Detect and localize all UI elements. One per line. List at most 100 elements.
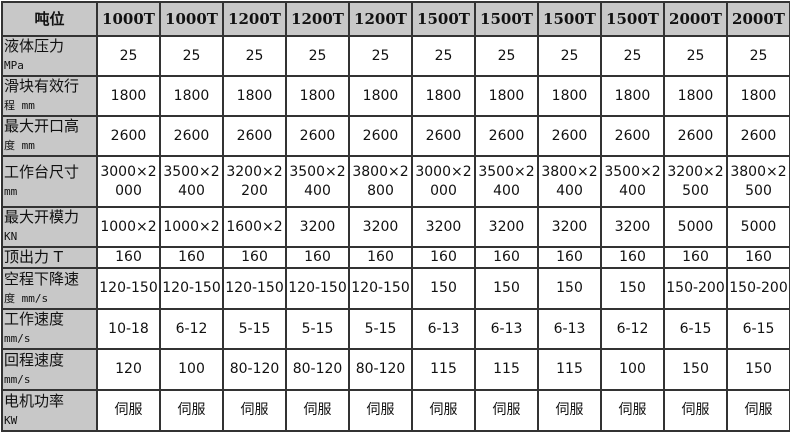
value-cell: 5-15 [348, 308, 413, 350]
value-cell: 150-200 [663, 267, 728, 310]
value-cell: 1800 [411, 75, 476, 117]
value-cell: 1800 [159, 75, 224, 117]
value-cell: 伺服 [537, 389, 602, 432]
value-cell: 2600 [285, 115, 350, 157]
value-cell: 6-12 [600, 308, 665, 350]
row-label: 最大开口高度 mm [1, 115, 98, 157]
value-cell: 3800×2500 [726, 155, 790, 208]
value-cell: 5-15 [285, 308, 350, 350]
value-cell: 3200 [285, 206, 350, 248]
value-cell: 1800 [222, 75, 287, 117]
value-cell: 160 [663, 246, 728, 269]
value-cell: 1800 [537, 75, 602, 117]
header-tonnage: 1000T [96, 1, 161, 37]
value-cell: 120-150 [285, 267, 350, 310]
value-cell: 1000×2 [96, 206, 161, 248]
table-row: 最大开口高度 mm 2600 2600 2600 2600 2600 2600 2600 260… [1, 115, 790, 157]
value-cell: 3800×2800 [348, 155, 413, 208]
value-cell: 160 [222, 246, 287, 269]
value-cell: 25 [411, 35, 476, 77]
value-cell: 2600 [600, 115, 665, 157]
row-label-text: 最大开口高 [4, 117, 80, 135]
row-label-unit: KN [4, 230, 18, 243]
row-label-unit: 度 mm/s [4, 291, 49, 305]
value-cell: 伺服 [159, 389, 224, 432]
value-cell: 3200×2200 [222, 155, 287, 208]
header-tonnage: 1500T [537, 1, 602, 37]
value-cell: 3500×2400 [285, 155, 350, 208]
value-cell: 1800 [663, 75, 728, 117]
value-cell: 25 [159, 35, 224, 77]
value-cell: 伺服 [411, 389, 476, 432]
value-cell: 160 [348, 246, 413, 269]
value-cell: 160 [726, 246, 790, 269]
table-row: 回程速度 mm/s 120 100 80-120 80-120 80-120 115 115 11… [1, 348, 790, 391]
row-label-text: 顶出力 T [4, 248, 63, 266]
header-label: 吨位 [1, 1, 98, 37]
value-cell: 2600 [726, 115, 790, 157]
value-cell: 160 [537, 246, 602, 269]
value-cell: 1000×2 [159, 206, 224, 248]
row-label-text: 回程速度 [4, 350, 65, 369]
value-cell: 3200 [411, 206, 476, 248]
value-cell: 160 [285, 246, 350, 269]
table-row: 工作速度 mm/s 10-18 6-12 5-15 5-15 5-15 6-13 6-13 6-1… [1, 308, 790, 350]
value-cell: 2600 [222, 115, 287, 157]
row-label: 电机功率 KW [1, 389, 98, 432]
value-cell: 25 [348, 35, 413, 77]
row-label-unit: mm/s [4, 332, 31, 345]
value-cell: 150 [600, 267, 665, 310]
value-cell: 伺服 [726, 389, 790, 432]
row-label-unit: 程 mm [4, 99, 35, 112]
value-cell: 伺服 [96, 389, 161, 432]
header-row: 吨位 1000T 1000T 1200T 1200T 1200T 1500T 1500T 150… [1, 1, 790, 37]
value-cell: 150 [411, 267, 476, 310]
value-cell: 1800 [726, 75, 790, 117]
value-cell: 80-120 [222, 348, 287, 391]
value-cell: 120-150 [348, 267, 413, 310]
value-cell: 伺服 [222, 389, 287, 432]
value-cell: 2600 [348, 115, 413, 157]
value-cell: 3200×2500 [663, 155, 728, 208]
value-cell: 120-150 [96, 267, 161, 310]
value-cell: 150 [726, 348, 790, 391]
value-cell: 2600 [96, 115, 161, 157]
value-cell: 3000×2000 [96, 155, 161, 208]
value-cell: 3500×2400 [159, 155, 224, 208]
row-label: 工作速度 mm/s [1, 308, 98, 350]
value-cell: 150 [663, 348, 728, 391]
header-tonnage: 1200T [348, 1, 413, 37]
table-row: 电机功率 KW 伺服 伺服 伺服 伺服 伺服 伺服 伺服 伺服 伺服 伺服 伺服 [1, 389, 790, 432]
value-cell: 伺服 [348, 389, 413, 432]
value-cell: 100 [600, 348, 665, 391]
value-cell: 5000 [663, 206, 728, 248]
value-cell: 2600 [537, 115, 602, 157]
row-label: 液体压力 MPa [1, 35, 98, 77]
table-row: 最大开模力 KN 1000×2 1000×2 1600×2 3200 3200 3200 320… [1, 206, 790, 248]
value-cell: 115 [537, 348, 602, 391]
value-cell: 伺服 [663, 389, 728, 432]
table-row: 滑块有效行程 mm 1800 1800 1800 1800 1800 1800 1800 180… [1, 75, 790, 117]
value-cell: 120-150 [159, 267, 224, 310]
value-cell: 115 [411, 348, 476, 391]
row-label: 回程速度 mm/s [1, 348, 98, 391]
value-cell: 1800 [348, 75, 413, 117]
row-label-text: 滑块有效行 [4, 77, 80, 95]
row-label-unit: mm [4, 184, 18, 198]
value-cell: 150 [537, 267, 602, 310]
row-label-unit: KW [4, 413, 18, 427]
value-cell: 5-15 [222, 308, 287, 350]
value-cell: 1600×2 [222, 206, 287, 248]
row-label-text: 空程下降速 [4, 269, 80, 288]
value-cell: 2600 [474, 115, 539, 157]
row-label-unit: mm/s [4, 372, 31, 386]
header-tonnage: 1000T [159, 1, 224, 37]
row-label-text: 电机功率 [4, 391, 65, 410]
value-cell: 3800×2400 [537, 155, 602, 208]
value-cell: 25 [96, 35, 161, 77]
header-tonnage: 2000T [726, 1, 790, 37]
header-tonnage: 1500T [474, 1, 539, 37]
value-cell: 5000 [726, 206, 790, 248]
value-cell: 25 [726, 35, 790, 77]
